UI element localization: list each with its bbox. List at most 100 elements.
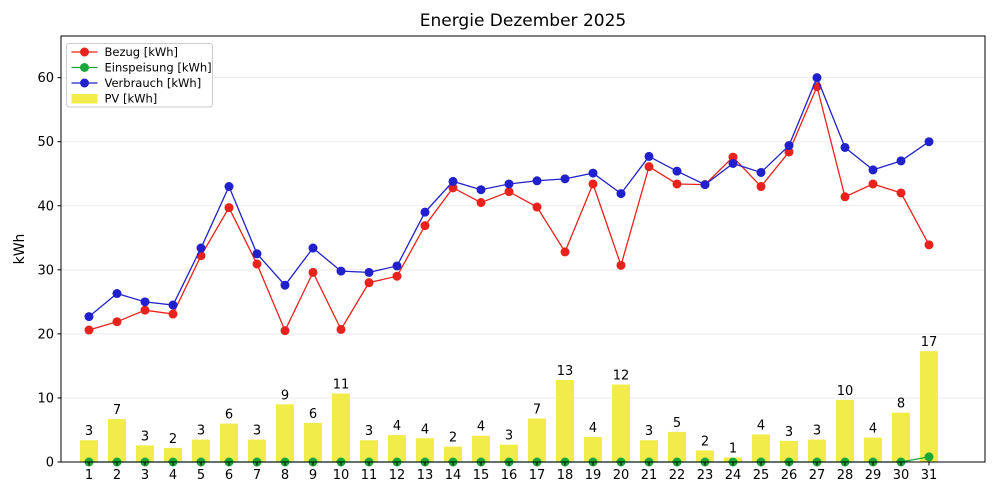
legend: Bezug [kWh] Einspeisung [kWh]Verbrauch [k… xyxy=(66,43,213,108)
pv-bar xyxy=(164,447,182,462)
pv-bar xyxy=(836,399,854,462)
pv-bar-label: 3 xyxy=(197,424,205,439)
x-tick-label: 6 xyxy=(225,468,233,483)
bezug-point xyxy=(336,324,346,334)
x-tick-label: 26 xyxy=(781,468,798,483)
pv-bar-label: 10 xyxy=(837,384,854,399)
pv-bar xyxy=(388,435,406,462)
verbrauch-point xyxy=(392,261,402,271)
verbrauch-point xyxy=(252,249,262,259)
pv-bar xyxy=(444,446,462,462)
y-tick-label: 60 xyxy=(37,71,54,86)
x-tick-label: 12 xyxy=(389,468,406,483)
x-tick-label: 2 xyxy=(113,468,121,483)
pv-bar-label: 3 xyxy=(141,429,149,444)
pv-bar-label: 13 xyxy=(557,364,574,379)
bezug-point xyxy=(168,309,178,319)
x-tick-label: 13 xyxy=(417,468,434,483)
bezug-point xyxy=(448,183,458,193)
pv-bar xyxy=(696,450,714,462)
x-tick-label: 7 xyxy=(253,468,261,483)
x-tick-label: 8 xyxy=(281,468,289,483)
y-tick-label: 40 xyxy=(37,199,54,214)
legend-marker-verbrauch xyxy=(80,78,89,88)
pv-bar xyxy=(80,440,98,462)
x-tick-label: 29 xyxy=(865,468,882,483)
pv-bar xyxy=(612,384,630,462)
x-tick-label: 11 xyxy=(361,468,378,483)
pv-bar xyxy=(584,437,602,462)
pv-bar-label: 4 xyxy=(589,421,597,436)
verbrauch-point xyxy=(924,137,934,147)
legend-box xyxy=(66,43,213,108)
verbrauch-point xyxy=(756,167,766,177)
verbrauch-point xyxy=(644,151,654,161)
pv-bar xyxy=(752,434,770,462)
x-tick-label: 4 xyxy=(169,468,177,483)
pv-bar-label: 12 xyxy=(613,368,630,383)
verbrauch-point xyxy=(868,165,878,175)
pv-bar xyxy=(528,418,546,462)
legend-item-verbrauch: Verbrauch [kWh] xyxy=(71,76,202,90)
pv-bar xyxy=(892,412,910,462)
pv-bars: 3 7 3 2 3 6 3 9 6 11 3 4 4 2 4 3 7 13 4 12 3 5 2 1 4 3 3 10 4 8 17 xyxy=(80,335,938,462)
pv-bar-label: 11 xyxy=(333,377,350,392)
verbrauch-point xyxy=(840,142,850,152)
pv-bar xyxy=(220,423,238,462)
plot-border xyxy=(60,35,986,463)
x-tick-label: 30 xyxy=(893,468,910,483)
verbrauch-point xyxy=(336,266,346,276)
x-axis: 1 2 3 4 5 6 7 8 9 10 11 12 13 14 15 16 17 18 19 20 21 22 23 24 2… xyxy=(85,462,937,483)
bezug-point xyxy=(504,187,514,197)
bezug-point xyxy=(672,179,682,189)
grid xyxy=(61,77,985,399)
x-tick-label: 1 xyxy=(85,468,93,483)
pv-bar-label: 2 xyxy=(169,432,177,447)
pv-bar-label: 3 xyxy=(813,424,821,439)
legend-label-verbrauch: Verbrauch [kWh] xyxy=(105,76,202,90)
y-tick-label: 20 xyxy=(37,327,54,342)
bezug-point xyxy=(280,326,290,336)
pv-bar-label: 17 xyxy=(921,335,938,350)
x-tick-label: 18 xyxy=(557,468,574,483)
verbrauch-point xyxy=(728,158,738,168)
y-tick-label: 30 xyxy=(37,263,54,278)
verbrauch-point xyxy=(308,243,318,253)
pv-bar xyxy=(360,440,378,462)
pv-bar-label: 9 xyxy=(281,388,289,403)
y-tick-label: 50 xyxy=(37,135,54,150)
bezug-point xyxy=(112,317,122,327)
bezug-point xyxy=(308,267,318,277)
pv-bar xyxy=(920,351,938,462)
chart-title: Energie Dezember 2025 xyxy=(419,11,627,31)
x-tick-label: 24 xyxy=(725,468,742,483)
pv-bar xyxy=(500,444,518,462)
pv-bar xyxy=(248,439,266,462)
bezug-point xyxy=(840,192,850,202)
pv-bar-label: 3 xyxy=(505,429,513,444)
verbrauch-point xyxy=(84,312,94,322)
pv-bar-label: 3 xyxy=(253,424,261,439)
bezug-point xyxy=(252,259,262,269)
y-tick-label: 0 xyxy=(46,456,54,471)
legend-marker-bezug xyxy=(80,47,89,57)
verbrauch-point xyxy=(812,73,822,83)
verbrauch-point xyxy=(420,207,430,217)
legend-label-pv: PV [kWh] xyxy=(105,92,158,106)
bezug-point xyxy=(224,203,234,213)
bezug-line xyxy=(88,84,930,333)
pv-bar xyxy=(808,439,826,462)
verbrauch-point xyxy=(476,185,486,195)
legend-swatch-pv xyxy=(71,94,98,104)
pv-bar-label: 4 xyxy=(869,422,877,437)
bezug-point xyxy=(532,202,542,212)
verbrauch-point xyxy=(588,168,598,178)
x-tick-label: 23 xyxy=(697,468,714,483)
x-tick-label: 5 xyxy=(197,468,205,483)
legend-label-einspeisung: Einspeisung [kWh] xyxy=(105,61,212,75)
pv-bar xyxy=(136,445,154,462)
verbrauch-series xyxy=(84,73,934,322)
pv-bar-label: 2 xyxy=(701,434,709,449)
legend-label-bezug: Bezug [kWh] xyxy=(105,45,179,59)
